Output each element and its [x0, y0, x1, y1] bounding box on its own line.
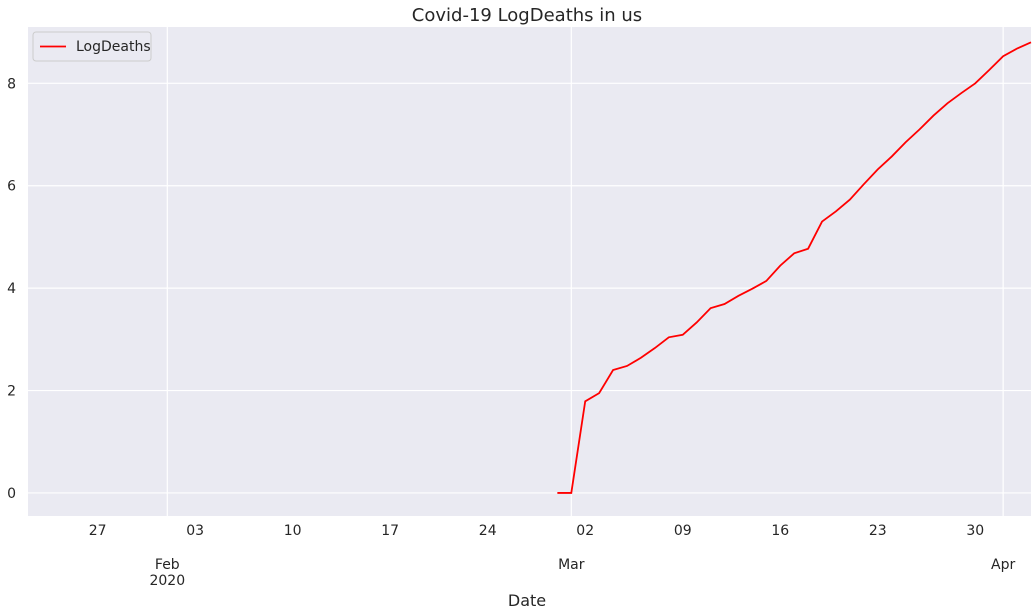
y-axis-ticks: 0 2 4 6 8 [7, 76, 16, 502]
y-tick-label: 6 [7, 179, 16, 195]
chart-title: Covid-19 LogDeaths in us [412, 5, 642, 26]
y-tick-label: 4 [7, 281, 16, 297]
x-tick-label-major: Mar [558, 557, 585, 573]
x-tick-label: 02 [576, 523, 594, 539]
legend: LogDeaths [32, 31, 152, 62]
x-axis-label: Date [508, 591, 546, 610]
x-tick-label-major: 2020 [149, 573, 185, 589]
legend-box [32, 31, 152, 62]
x-tick-label: 09 [674, 523, 692, 539]
x-tick-label: 17 [381, 523, 399, 539]
x-tick-label: 27 [89, 523, 107, 539]
x-tick-label-major: Feb [155, 557, 180, 573]
x-tick-label: 16 [771, 523, 789, 539]
y-tick-label: 2 [7, 384, 16, 400]
series-layer [557, 41, 1032, 494]
legend-series-label: LogDeaths [76, 39, 151, 55]
y-tick-label: 8 [7, 76, 16, 92]
x-tick-label: 30 [966, 523, 984, 539]
series-line-logdeaths [557, 41, 1032, 494]
x-tick-label: 23 [869, 523, 887, 539]
x-tick-label: 03 [186, 523, 204, 539]
gridlines [28, 27, 1031, 516]
x-tick-label-major: Apr [991, 557, 1015, 573]
plot-area [28, 27, 1031, 516]
x-tick-label: 24 [479, 523, 497, 539]
y-tick-label: 0 [7, 486, 16, 502]
x-tick-label: 10 [284, 523, 302, 539]
